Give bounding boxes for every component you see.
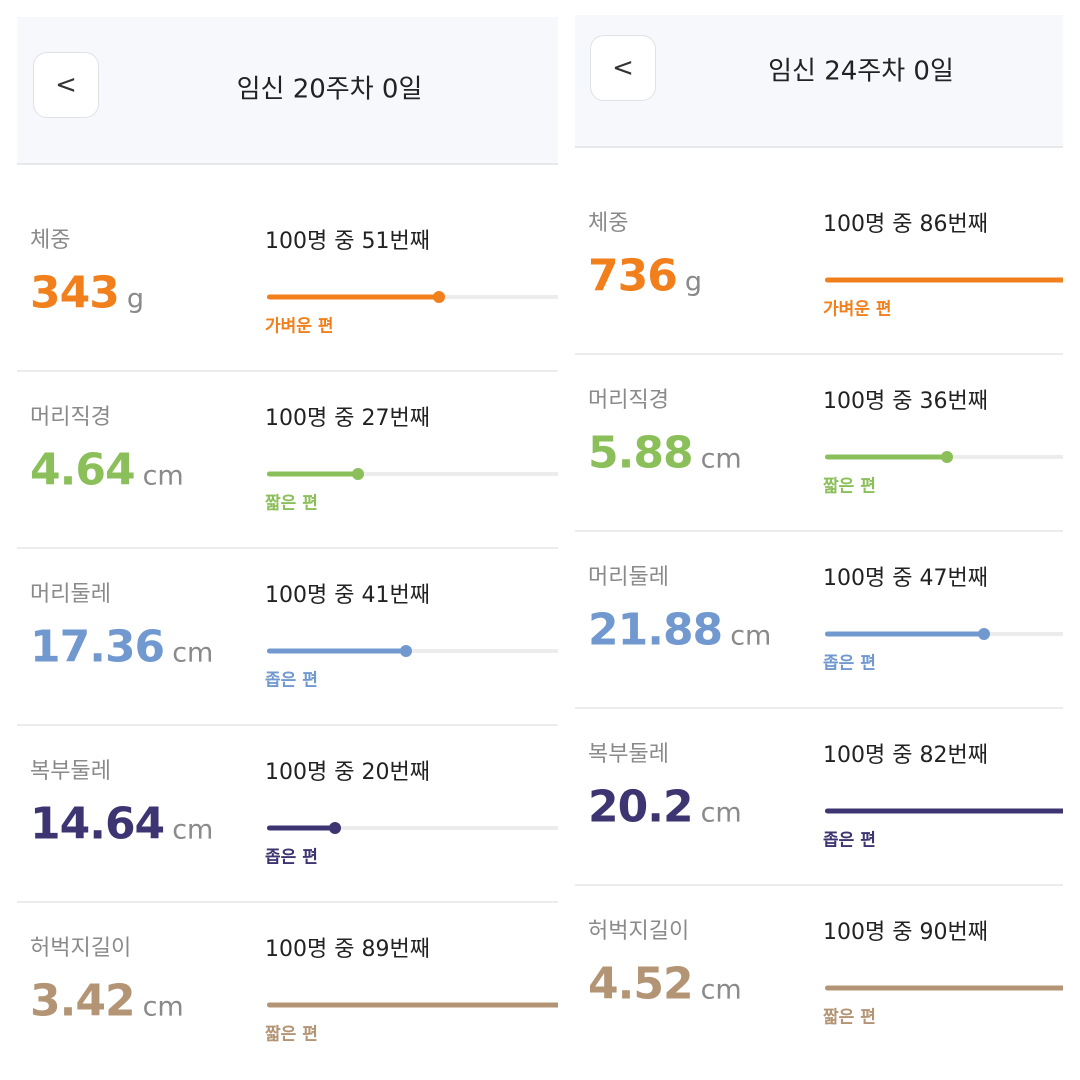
rank-text: 100명 중 51번째 — [265, 229, 430, 254]
metric-label: 허벅지길이 — [588, 919, 690, 944]
bar-dot — [977, 628, 990, 640]
page-title: 임신 20주차 0일 — [236, 74, 423, 105]
bar-fill — [825, 631, 984, 637]
metric-label: 머리둘레 — [30, 582, 111, 607]
rank-text: 100명 중 89번째 — [265, 937, 430, 962]
metric-label: 복부둘레 — [588, 742, 669, 767]
rank-tag: 좁은 편 — [265, 670, 318, 691]
bar-fill — [825, 277, 1063, 283]
row-divider — [575, 530, 1063, 532]
metric-value: 4.52 cm — [588, 959, 742, 1010]
metric-value: 736 g — [588, 251, 702, 302]
value-number: 21.88 — [588, 604, 723, 656]
value-number: 736 — [588, 250, 678, 302]
rank-tag: 좁은 편 — [265, 847, 318, 868]
rank-tag: 가벼운 편 — [265, 316, 334, 337]
rank-text: 100명 중 20번째 — [265, 760, 430, 785]
rank-tag: 짧은 편 — [823, 476, 876, 497]
value-unit: cm — [172, 814, 214, 846]
rank-text: 100명 중 47번째 — [823, 566, 988, 591]
metric-label: 체중 — [30, 228, 71, 253]
rank-text: 100명 중 36번째 — [823, 389, 988, 414]
rank-tag: 짧은 편 — [823, 1007, 876, 1028]
bar-track — [267, 649, 558, 653]
value-unit: g — [684, 266, 702, 298]
bar-dot — [328, 822, 341, 834]
page-title: 임신 24주차 0일 — [768, 56, 954, 87]
header: < 임신 20주차 0일 — [17, 17, 558, 165]
value-unit: cm — [700, 974, 742, 1006]
bar-fill — [267, 294, 440, 300]
metric-label: 복부둘레 — [30, 759, 111, 784]
rank-tag: 가벼운 편 — [823, 299, 892, 320]
row-divider — [575, 707, 1063, 709]
metric-value: 5.88 cm — [588, 428, 742, 479]
value-number: 20.2 — [588, 781, 694, 833]
header: < 임신 24주차 0일 — [575, 15, 1063, 148]
metric-value: 21.88 cm — [588, 605, 771, 656]
rank-text: 100명 중 82번째 — [823, 743, 988, 768]
metric-value: 20.2 cm — [588, 782, 742, 833]
value-number: 5.88 — [588, 427, 694, 479]
value-number: 343 — [30, 267, 120, 319]
rank-text: 100명 중 41번째 — [265, 583, 430, 608]
value-unit: cm — [172, 637, 214, 669]
rank-text: 100명 중 90번째 — [823, 920, 988, 945]
back-button[interactable]: < — [590, 35, 656, 101]
value-number: 4.52 — [588, 958, 694, 1010]
value-number: 3.42 — [30, 975, 136, 1027]
value-unit: cm — [700, 797, 742, 829]
rank-text: 100명 중 86번째 — [823, 212, 988, 237]
value-unit: cm — [700, 443, 742, 475]
value-unit: cm — [730, 620, 772, 652]
row-divider — [17, 724, 558, 726]
row-divider — [575, 884, 1063, 886]
metric-value: 14.64 cm — [30, 799, 213, 850]
rank-tag: 좁은 편 — [823, 653, 876, 674]
value-number: 17.36 — [30, 621, 165, 673]
rank-text: 100명 중 27번째 — [265, 406, 430, 431]
row-divider — [17, 901, 558, 903]
rank-tag: 좁은 편 — [823, 830, 876, 851]
bar-track — [267, 826, 558, 830]
bar-fill — [825, 985, 1063, 991]
back-button[interactable]: < — [33, 52, 99, 118]
metric-label: 머리직경 — [588, 388, 669, 413]
bar-dot — [352, 468, 365, 480]
metric-value: 4.64 cm — [30, 445, 184, 496]
value-number: 4.64 — [30, 444, 136, 496]
bar-track — [267, 472, 558, 476]
metric-label: 머리직경 — [30, 405, 111, 430]
metric-value: 343 g — [30, 268, 144, 319]
rank-tag: 짧은 편 — [265, 493, 318, 514]
value-unit: cm — [142, 991, 184, 1023]
bar-fill — [267, 471, 359, 477]
metric-value: 3.42 cm — [30, 976, 184, 1027]
metric-label: 머리둘레 — [588, 565, 669, 590]
bar-fill — [267, 648, 406, 654]
metric-value: 17.36 cm — [30, 622, 213, 673]
bar-fill — [825, 454, 947, 460]
value-unit: cm — [142, 460, 184, 492]
metric-label: 체중 — [588, 211, 629, 236]
bar-dot — [940, 451, 953, 463]
bar-fill — [267, 825, 335, 831]
row-divider — [17, 547, 558, 549]
rank-tag: 짧은 편 — [265, 1024, 318, 1045]
bar-dot — [399, 645, 412, 657]
value-number: 14.64 — [30, 798, 165, 850]
bar-fill — [825, 808, 1063, 814]
value-unit: g — [126, 283, 144, 315]
bar-dot — [433, 291, 446, 303]
metric-label: 허벅지길이 — [30, 936, 132, 961]
row-divider — [17, 370, 558, 372]
row-divider — [575, 353, 1063, 355]
bar-fill — [267, 1002, 558, 1008]
